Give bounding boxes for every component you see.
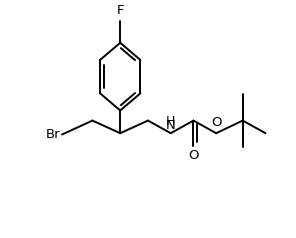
- Text: O: O: [188, 149, 199, 162]
- Text: Br: Br: [46, 128, 61, 141]
- Text: O: O: [211, 116, 221, 129]
- Text: H: H: [166, 115, 176, 128]
- Text: F: F: [116, 4, 124, 17]
- Text: N: N: [166, 119, 176, 132]
